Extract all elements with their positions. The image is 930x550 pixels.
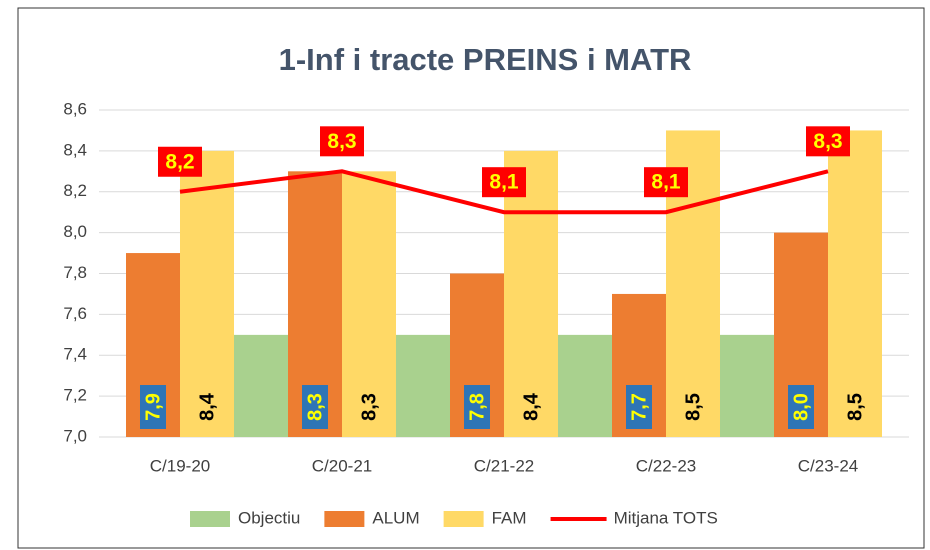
bar	[342, 171, 396, 437]
bar-value-label: 7,8	[466, 393, 488, 421]
bar-value-label: 8,3	[358, 393, 380, 421]
bar-label-group: 8,3	[358, 393, 380, 421]
line-label-box	[644, 167, 688, 198]
y-tick-label: 7,4	[63, 345, 87, 364]
y-tick-label: 8,4	[63, 140, 87, 159]
bar	[504, 150, 558, 437]
bar-label-group: 8,3	[302, 385, 328, 429]
bar-label-box	[302, 385, 328, 429]
x-tick-label: C/20-21	[312, 456, 372, 475]
x-tick-label: C/23-24	[798, 456, 858, 475]
line-value-label: 8,3	[813, 130, 842, 153]
bar-value-label: 8,5	[682, 393, 704, 421]
bar-value-label: 8,4	[520, 392, 542, 421]
chart-title: 1-Inf i tracte PREINS i MATR	[279, 42, 692, 77]
line-label-box	[482, 167, 526, 198]
bar-label-box	[788, 385, 814, 429]
bar-label-group: 8,5	[844, 393, 866, 421]
bar-value-label: 8,3	[304, 393, 326, 421]
legend-swatch	[324, 511, 365, 527]
bar-label-group: 7,7	[626, 385, 652, 429]
line-label-box	[806, 126, 850, 157]
legend-swatch	[443, 511, 484, 527]
bar-label-box	[140, 385, 166, 429]
bar-value-label: 8,4	[196, 392, 218, 421]
y-tick-label: 7,8	[63, 263, 87, 282]
bar-label-box	[626, 385, 652, 429]
line-value-label: 8,1	[489, 171, 519, 194]
bar-label-group: 8,4	[520, 392, 542, 421]
bar-label-group: 8,4	[196, 392, 218, 421]
bar-label-group: 8,5	[682, 393, 704, 421]
legend-swatch	[190, 511, 230, 527]
legend-label: Objectiu	[238, 508, 300, 527]
x-tick-label: C/21-22	[474, 456, 534, 475]
bar-value-label: 7,7	[628, 393, 650, 421]
x-tick-label: C/19-20	[150, 456, 210, 475]
line	[179, 169, 829, 215]
line-value-label: 8,2	[165, 150, 194, 173]
line-label-box	[320, 126, 364, 157]
y-tick-label: 8,0	[63, 222, 87, 241]
line-value-label: 8,3	[327, 130, 356, 153]
bar-label-group: 7,8	[464, 385, 490, 429]
line-label-box	[158, 146, 202, 177]
y-tick-label: 8,6	[63, 99, 87, 118]
bar-label-group: 8,0	[788, 385, 814, 429]
bar	[828, 130, 882, 437]
y-tick-label: 7,6	[63, 304, 87, 323]
legend-label: ALUM	[372, 508, 419, 527]
y-tick-label: 7,2	[63, 386, 87, 405]
x-tick-label: C/22-23	[636, 456, 696, 475]
bar-label-group: 7,9	[140, 385, 166, 429]
bar	[180, 150, 234, 437]
bar-value-label: 8,0	[790, 393, 812, 421]
bar-label-box	[464, 385, 490, 429]
y-tick-label: 8,2	[63, 181, 87, 200]
line-value-label: 8,1	[651, 171, 681, 194]
y-tick-label: 7,0	[63, 426, 87, 445]
bar-value-label: 8,5	[844, 393, 866, 421]
legend-label: FAM	[492, 508, 527, 527]
legend-label: Mitjana TOTS	[614, 508, 718, 527]
bar-value-label: 7,9	[142, 393, 164, 421]
